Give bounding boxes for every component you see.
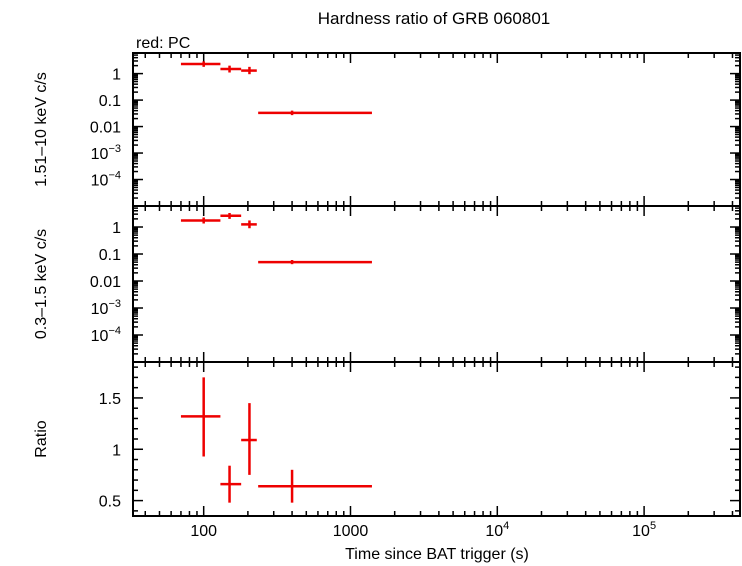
y-tick-label-hard: 1 xyxy=(112,67,121,84)
data-point-soft-1 xyxy=(180,217,221,224)
y-tick-label-soft: 1 xyxy=(112,220,121,237)
data-point-hard-2 xyxy=(220,65,242,73)
data-point-soft-3 xyxy=(241,220,257,229)
x-tick-label: 104 xyxy=(485,520,509,540)
y-tick-label-soft-text: 10 xyxy=(91,328,109,345)
panel-ratio-frame xyxy=(132,361,741,517)
x-tick-label-exponent: 5 xyxy=(650,520,656,532)
x-tick-label: 105 xyxy=(632,520,656,540)
chart-subtitle: red: PC xyxy=(136,35,190,52)
x-tick-label-text: 100 xyxy=(190,523,217,540)
y-axis-label-hard: 1.51–10 keV c/s xyxy=(33,72,50,187)
y-axis-label-soft: 0.3–1.5 keV c/s xyxy=(33,229,50,339)
x-tick-label-exponent: 4 xyxy=(503,520,509,532)
y-tick-label-soft-exponent: −4 xyxy=(108,325,121,337)
y-tick-label-soft: 10−3 xyxy=(91,298,121,318)
y-tick-label-soft-text: 0.1 xyxy=(99,247,121,264)
data-point-soft-2 xyxy=(220,213,242,219)
y-tick-label-ratio-text: 1 xyxy=(112,442,121,459)
y-tick-label-hard-text: 1 xyxy=(112,67,121,84)
x-tick-label-text: 10 xyxy=(632,523,650,540)
panel-hard-frame xyxy=(132,52,741,207)
data-point-ratio-4 xyxy=(258,469,372,503)
x-tick-label-text: 10 xyxy=(485,523,503,540)
x-tick-label: 1000 xyxy=(333,523,369,540)
data-point-hard-1 xyxy=(180,61,221,67)
y-tick-label-hard-exponent: −4 xyxy=(108,170,121,182)
y-tick-label-hard-text: 0.01 xyxy=(90,120,121,137)
y-tick-label-hard-text: 10 xyxy=(91,146,109,163)
y-tick-label-soft-text: 10 xyxy=(91,301,109,318)
y-tick-label-hard-text: 10 xyxy=(91,173,109,190)
y-tick-label-soft-exponent: −3 xyxy=(108,298,121,310)
chart-title: Hardness ratio of GRB 060801 xyxy=(318,9,550,28)
y-tick-label-hard: 0.1 xyxy=(99,93,121,110)
x-tick-label-text: 1000 xyxy=(333,523,369,540)
y-tick-label-hard: 10−4 xyxy=(91,170,121,190)
y-tick-label-soft-text: 0.01 xyxy=(90,274,121,291)
y-tick-label-soft: 10−4 xyxy=(91,325,121,345)
x-axis-label: Time since BAT trigger (s) xyxy=(345,546,529,563)
data-point-hard-4 xyxy=(258,110,372,116)
y-tick-label-hard: 10−3 xyxy=(91,143,121,163)
data-point-ratio-3 xyxy=(241,403,257,475)
y-tick-label-hard-exponent: −3 xyxy=(108,143,121,155)
data-point-ratio-2 xyxy=(220,465,242,503)
y-tick-label-soft: 0.1 xyxy=(99,247,121,264)
data-point-soft-4 xyxy=(258,259,372,265)
x-tick-label: 100 xyxy=(190,523,217,540)
y-tick-label-ratio-text: 0.5 xyxy=(99,494,121,511)
y-tick-label-soft-text: 1 xyxy=(112,220,121,237)
y-tick-label-ratio-text: 1.5 xyxy=(99,391,121,408)
data-point-hard-3 xyxy=(241,66,257,75)
y-tick-label-ratio: 1 xyxy=(112,442,121,459)
y-tick-label-ratio: 0.5 xyxy=(99,494,121,511)
data-point-ratio-1 xyxy=(180,377,221,457)
y-tick-label-ratio: 1.5 xyxy=(99,391,121,408)
panel-ratio: 1.5 1 0.5 Ratio xyxy=(33,361,741,517)
y-tick-label-hard: 0.01 xyxy=(90,120,121,137)
y-tick-label-soft: 0.01 xyxy=(90,274,121,291)
panel-soft-frame xyxy=(132,205,741,363)
y-tick-label-hard-text: 0.1 xyxy=(99,93,121,110)
y-axis-label-ratio: Ratio xyxy=(33,420,50,457)
